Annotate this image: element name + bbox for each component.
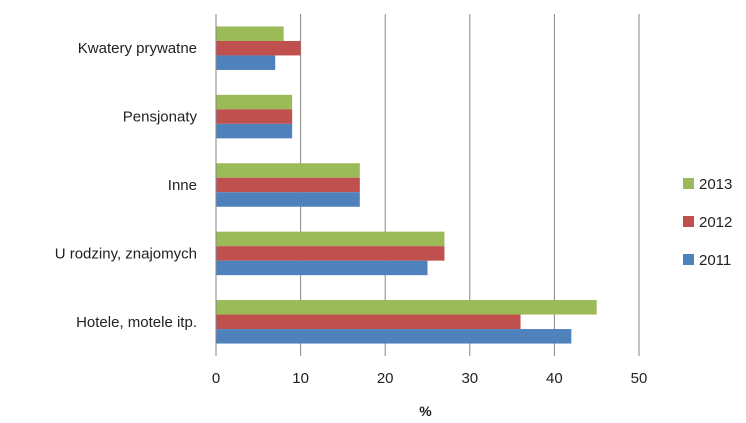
category-labels: Kwatery prywatne Pensjonaty Inne U rodziny,… [55, 40, 198, 331]
bar-2013-3 [216, 231, 445, 247]
x-tick-label: 30 [461, 370, 478, 387]
category-label: Hotele, motele itp. [76, 314, 197, 331]
category-label: Pensjonaty [123, 109, 198, 126]
x-axis-title: % [419, 403, 432, 419]
x-tick-label: 0 [212, 370, 220, 387]
legend-swatch-2013 [683, 178, 694, 189]
x-tick-label: 20 [377, 370, 394, 387]
bar-2011-3 [216, 260, 428, 276]
bar-2012-4 [216, 314, 521, 330]
bar-2011-2 [216, 192, 360, 207]
legend-swatch-2012 [683, 216, 694, 227]
bar-2012-2 [216, 177, 360, 193]
category-label: Kwatery prywatne [78, 40, 197, 57]
bar-2011-1 [216, 123, 293, 139]
legend-label-2011: 2011 [699, 252, 731, 269]
bar-2012-0 [216, 40, 301, 56]
x-tick-label: 50 [631, 370, 648, 387]
x-tick-label: 10 [292, 370, 309, 387]
bar-2013-0 [216, 26, 284, 41]
category-label: U rodziny, znajomych [55, 245, 197, 262]
bar-2012-1 [216, 109, 293, 124]
bar-2011-0 [216, 55, 276, 70]
legend-label-2012: 2012 [699, 214, 732, 231]
legend-swatch-2011 [683, 254, 694, 265]
legend: 2013 2012 2011 [683, 176, 732, 269]
bars [216, 26, 597, 344]
bar-2012-3 [216, 246, 445, 261]
gridlines [300, 14, 640, 356]
legend-label-2013: 2013 [699, 176, 732, 193]
category-label: Inne [168, 177, 197, 194]
bar-2013-2 [216, 163, 360, 178]
bar-2013-1 [216, 94, 293, 110]
bar-2011-4 [216, 329, 572, 344]
x-tick-label: 40 [546, 370, 563, 387]
x-tick-labels: 0 10 20 30 40 50 [212, 370, 648, 387]
bar-2013-4 [216, 300, 597, 315]
